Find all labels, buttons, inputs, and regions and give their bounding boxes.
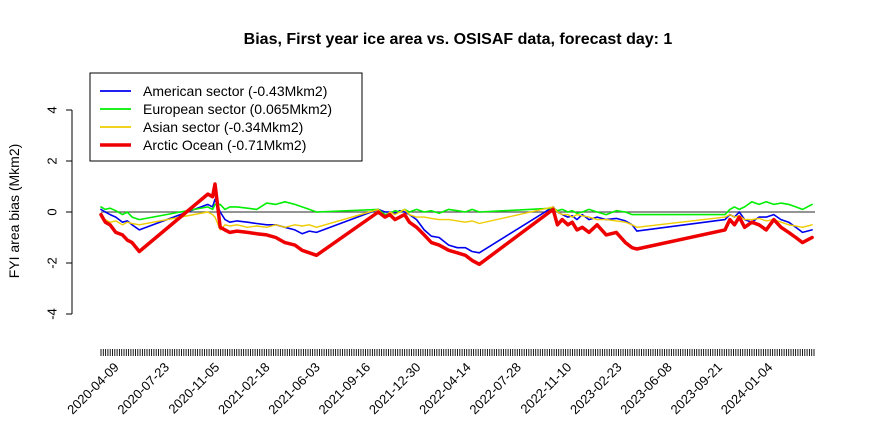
- y-axis-label: FYI area bias (Mkm2): [6, 144, 22, 279]
- legend-box: [89, 72, 363, 162]
- y-tick-label: 2: [45, 157, 60, 164]
- x-tick-label: 2020-11-05: [165, 360, 222, 417]
- x-tick-comb: [100, 349, 815, 356]
- series-layer: [99, 182, 814, 267]
- legend-entry-2: European sector (0.065Mkm2): [143, 101, 332, 117]
- x-tick-label: 2020-04-09: [64, 360, 122, 418]
- x-tick-label: 2022-04-14: [416, 360, 474, 418]
- y-tick-label: -4: [45, 308, 60, 320]
- y-tick-label: 4: [45, 106, 60, 113]
- x-tick-label: 2023-02-23: [567, 360, 625, 418]
- x-tick-label: 2021-12-30: [366, 360, 424, 418]
- chart-title: Bias, First year ice area vs. OSISAF dat…: [244, 31, 673, 48]
- series-line-4: [99, 182, 814, 267]
- legend-entry-1: American sector (-0.43Mkm2): [143, 83, 327, 99]
- x-tick-label: 2024-01-04: [718, 360, 776, 418]
- x-tick-label: 2022-11-10: [517, 360, 574, 417]
- x-tick-label: 2023-09-21: [668, 360, 726, 418]
- legend: American sector (-0.43Mkm2) European sect…: [89, 72, 363, 162]
- x-tick-label: 2020-07-23: [114, 360, 172, 418]
- x-tick-label: 2021-02-18: [215, 360, 273, 418]
- y-tick-label: 0: [45, 208, 60, 215]
- x-tick-label: 2023-06-08: [617, 360, 675, 418]
- x-tick-label: 2022-07-28: [466, 360, 524, 418]
- legend-entry-4: Arctic Ocean (-0.71Mkm2): [143, 137, 306, 153]
- y-tick-label: -2: [45, 257, 60, 269]
- x-tick-label: 2021-06-03: [265, 360, 323, 418]
- series-line-2: [100, 201, 813, 221]
- x-tick-label: 2021-09-16: [316, 360, 374, 418]
- legend-entry-3: Asian sector (-0.34Mkm2): [143, 119, 303, 135]
